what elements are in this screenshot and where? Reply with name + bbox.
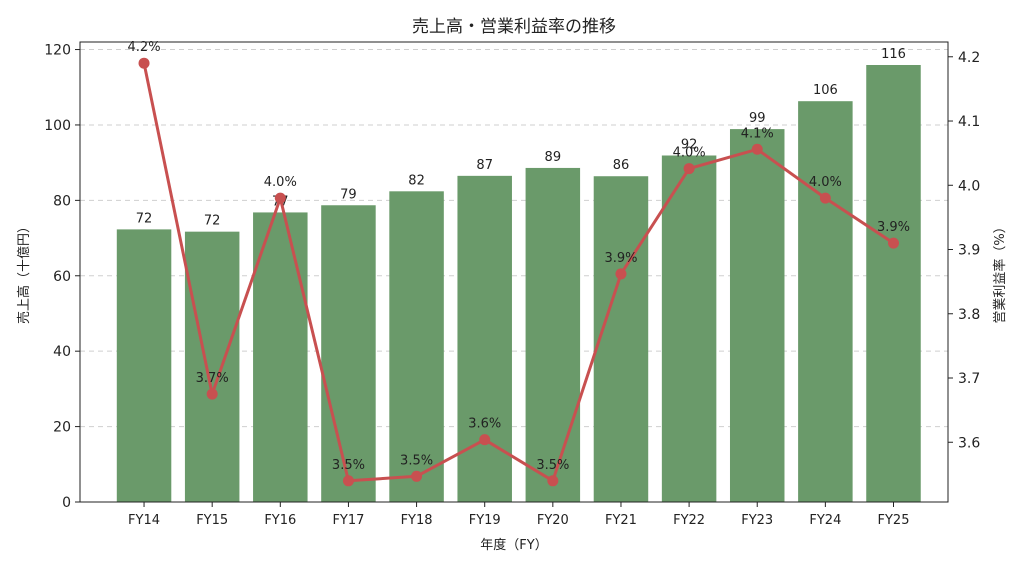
bar xyxy=(389,191,444,503)
margin-value-label: 4.1% xyxy=(741,126,774,141)
bar xyxy=(798,101,853,503)
margin-value-label: 4.0% xyxy=(809,175,842,190)
y2-tick-label: 4.1 xyxy=(958,114,980,130)
x-tick-label: FY22 xyxy=(673,513,705,528)
x-axis-ticks: FY14 FY15 FY16 FY17 FY18 FY19 FY20 FY21 FY22 FY23… xyxy=(128,502,909,528)
y2-tick-label: 3.8 xyxy=(958,307,980,323)
y-tick-label: 100 xyxy=(44,118,71,134)
bar-value-label: 106 xyxy=(813,83,838,98)
bar xyxy=(593,176,649,503)
margin-line xyxy=(142,62,895,483)
margin-point xyxy=(274,192,286,204)
bar xyxy=(457,175,512,502)
y-tick-label: 80 xyxy=(53,193,71,209)
bar-value-label: 79 xyxy=(340,187,357,202)
margin-point xyxy=(547,475,559,487)
x-tick-label: FY25 xyxy=(878,513,910,528)
x-tick-label: FY21 xyxy=(605,513,637,528)
margin-point xyxy=(206,388,218,400)
bar xyxy=(525,167,581,502)
right-axis-ticks: 3.6 3.7 3.8 3.9 4.0 4.1 4.2 xyxy=(948,50,980,451)
bar-value-label: 72 xyxy=(204,214,221,229)
x-tick-label: FY14 xyxy=(128,513,160,528)
bar xyxy=(116,229,172,503)
margin-value-label: 3.5% xyxy=(400,453,433,468)
bar xyxy=(321,205,376,502)
margin-point xyxy=(887,237,899,249)
bar xyxy=(661,155,717,502)
margin-point xyxy=(615,268,627,280)
margin-value-label: 4.2% xyxy=(128,40,161,55)
margin-value-label: 3.9% xyxy=(604,251,637,266)
bar xyxy=(866,65,921,502)
margin-point xyxy=(411,470,423,482)
line-data-labels: 4.2% 3.7% 4.0% 3.5% 3.5% 3.6% 3.5% 3.9% 4.0% 4.1%… xyxy=(128,40,910,473)
bar-value-label: 86 xyxy=(613,158,630,173)
y-tick-label: 60 xyxy=(53,269,71,285)
y2-axis-label: 営業利益率（%） xyxy=(992,220,1008,323)
y2-tick-label: 4.0 xyxy=(958,178,980,194)
chart-title: 売上高・営業利益率の推移 xyxy=(412,17,616,37)
bar-value-label: 99 xyxy=(749,111,766,126)
y-tick-label: 120 xyxy=(44,43,71,59)
y2-tick-label: 3.6 xyxy=(958,435,980,451)
x-tick-label: FY17 xyxy=(332,513,364,528)
y2-tick-label: 3.7 xyxy=(958,371,980,387)
margin-point xyxy=(751,143,763,155)
bar-value-label: 87 xyxy=(476,158,493,173)
x-tick-label: FY24 xyxy=(809,513,841,528)
y2-tick-label: 3.9 xyxy=(958,243,980,259)
margin-point xyxy=(683,163,695,175)
bar-value-label: 89 xyxy=(545,150,562,165)
margin-value-label: 4.0% xyxy=(673,146,706,161)
y-tick-label: 40 xyxy=(53,344,71,360)
margin-value-label: 3.6% xyxy=(468,417,501,432)
bar-value-label: 116 xyxy=(881,47,906,62)
y2-tick-label: 4.2 xyxy=(958,50,980,66)
x-tick-label: FY16 xyxy=(264,513,296,528)
margin-point xyxy=(138,57,150,69)
left-axis-ticks: 0 20 40 60 80 100 120 xyxy=(44,43,80,511)
margin-value-label: 3.5% xyxy=(536,458,569,473)
x-tick-label: FY15 xyxy=(196,513,228,528)
margin-point xyxy=(479,434,491,446)
margin-value-label: 3.5% xyxy=(332,458,365,473)
margin-value-label: 3.9% xyxy=(877,220,910,235)
bar xyxy=(253,212,308,503)
margin-point xyxy=(819,192,831,204)
y-tick-label: 20 xyxy=(53,420,71,436)
bar xyxy=(184,231,240,502)
x-tick-label: FY23 xyxy=(741,513,773,528)
plot-frame xyxy=(79,41,949,503)
x-tick-label: FY18 xyxy=(401,513,433,528)
bar-value-label: 92 xyxy=(681,137,698,152)
bar-value-label: 72 xyxy=(136,211,153,226)
bar-value-label: 82 xyxy=(408,173,425,188)
x-tick-label: FY20 xyxy=(537,513,569,528)
y-tick-label: 0 xyxy=(62,495,71,511)
margin-point xyxy=(342,475,354,487)
margin-value-label: 3.7% xyxy=(196,371,229,386)
y-axis-label: 売上高（十億円） xyxy=(16,220,32,324)
bar-data-labels: 72727779828789869299106116 xyxy=(136,47,906,229)
x-axis-label: 年度（FY） xyxy=(480,537,547,553)
line-series xyxy=(138,57,899,487)
bar-series xyxy=(116,65,921,503)
bar xyxy=(729,129,785,502)
margin-value-label: 4.0% xyxy=(264,175,297,190)
x-tick-label: FY19 xyxy=(469,513,501,528)
